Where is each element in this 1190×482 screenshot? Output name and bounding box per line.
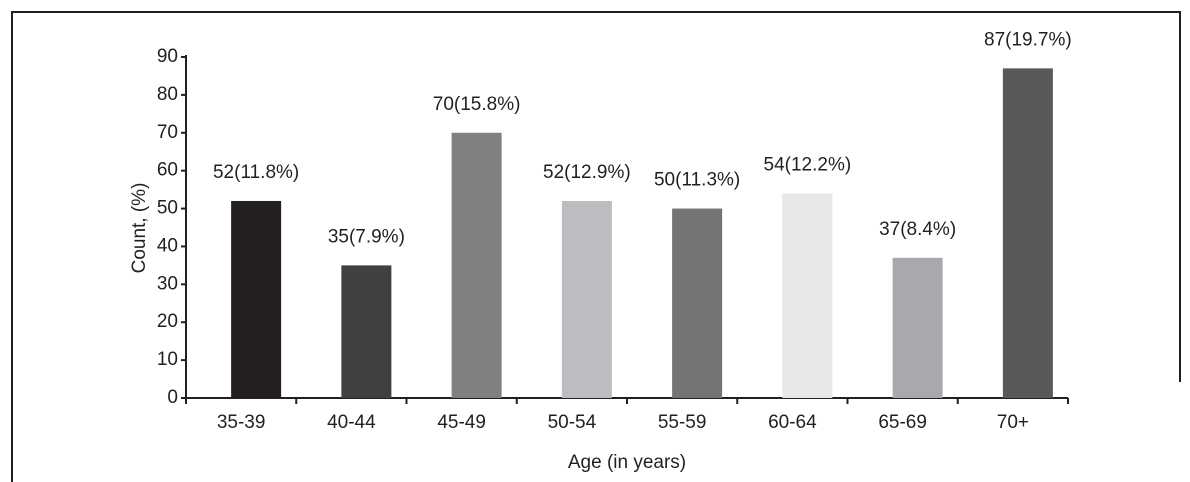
y-tick-label: 10 — [157, 349, 178, 370]
bar — [672, 208, 723, 398]
bar — [1002, 68, 1053, 398]
x-tick-label: 60-64 — [768, 412, 817, 433]
value-label: 37(8.4%) — [879, 219, 956, 240]
y-tick-label: 0 — [167, 387, 178, 408]
x-tick-label: 35-39 — [217, 412, 266, 433]
x-tick-label: 45-49 — [437, 412, 486, 433]
y-tick-label: 70 — [157, 122, 178, 143]
x-tick-label: 40-44 — [327, 412, 376, 433]
y-tick-label: 40 — [157, 235, 178, 256]
x-axis-label: Age (in years) — [568, 452, 686, 473]
frame — [11, 11, 1181, 482]
value-label: 70(15.8%) — [433, 94, 521, 115]
bar — [341, 265, 392, 398]
value-label: 50(11.3%) — [654, 170, 740, 191]
y-tick-label: 20 — [157, 311, 178, 332]
y-tick-label: 60 — [157, 160, 178, 181]
value-label: 52(12.9%) — [543, 162, 631, 183]
value-label: 52(11.8%) — [213, 162, 299, 183]
bar — [561, 200, 612, 398]
x-tick-label: 55-59 — [658, 412, 707, 433]
value-label: 54(12.2%) — [764, 154, 852, 175]
y-tick-label: 50 — [157, 198, 178, 219]
bar — [892, 257, 943, 398]
bar — [451, 132, 502, 398]
y-tick-label: 30 — [157, 273, 178, 294]
x-tick-label: 50-54 — [548, 412, 597, 433]
x-tick-label: 65-69 — [878, 412, 927, 433]
x-tick-label: 70+ — [997, 412, 1029, 433]
value-label: 35(7.9%) — [328, 226, 405, 247]
y-tick-label: 90 — [157, 46, 178, 67]
value-label: 87(19.7%) — [984, 29, 1072, 50]
bar — [782, 193, 833, 398]
y-axis-label: Count, (%) — [129, 183, 150, 274]
y-tick-label: 80 — [157, 84, 178, 105]
bar — [231, 200, 282, 398]
